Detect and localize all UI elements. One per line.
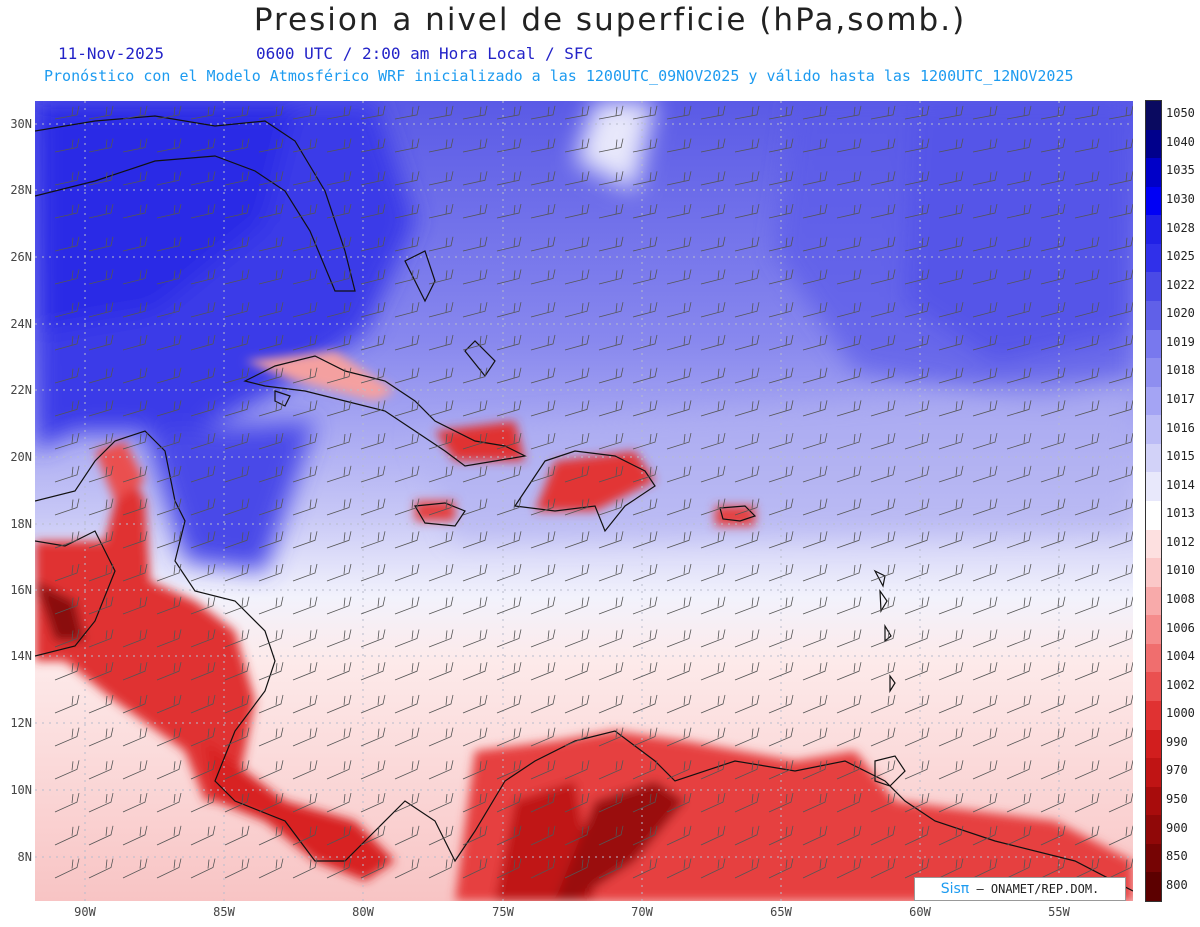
colorbar-swatch xyxy=(1146,701,1161,731)
credit-box: Sisπ – ONAMET/REP.DOM. xyxy=(914,877,1126,901)
colorbar-swatch xyxy=(1146,586,1161,616)
colorbar-level-label: 950 xyxy=(1166,792,1188,806)
colorbar-level-label: 1050 xyxy=(1166,106,1195,121)
lat-label-22n: 22N xyxy=(10,383,32,397)
colorbar-level-label: 1002 xyxy=(1166,677,1195,692)
lon-label-75w: 75W xyxy=(492,905,514,919)
lat-label-30n: 30N xyxy=(10,117,32,131)
colorbar-level-label: 1020 xyxy=(1166,306,1195,321)
colorbar-level-label: 1035 xyxy=(1166,163,1195,178)
colorbar-swatch xyxy=(1146,672,1161,702)
colorbar-level-label: 1025 xyxy=(1166,249,1195,264)
lon-label-85w: 85W xyxy=(213,905,235,919)
colorbar-swatch xyxy=(1146,186,1161,216)
date-label: 11-Nov-2025 xyxy=(58,44,164,63)
colorbar-level-label: 1008 xyxy=(1166,592,1195,606)
pressure-map xyxy=(35,101,1133,901)
graticule xyxy=(35,101,1133,901)
colorbar-level-label: 1000 xyxy=(1166,706,1195,721)
colorbar-level-label: 1013 xyxy=(1166,506,1195,521)
colorbar-level-label: 1017 xyxy=(1166,392,1195,406)
colorbar-swatch xyxy=(1146,443,1161,473)
valid-time-label: 0600 UTC / 2:00 am Hora Local / SFC xyxy=(256,44,594,63)
colorbar xyxy=(1145,100,1162,902)
colorbar-swatch xyxy=(1146,529,1161,559)
chart-title: Presion a nivel de superficie (hPa,somb.… xyxy=(253,2,967,38)
colorbar-swatch xyxy=(1146,472,1161,502)
lat-label-26n: 26N xyxy=(10,250,32,264)
lat-label-20n: 20N xyxy=(10,450,32,464)
lat-label-18n: 18N xyxy=(10,517,32,531)
colorbar-swatch xyxy=(1146,872,1161,902)
colorbar-swatch xyxy=(1146,786,1161,816)
colorbar-level-label: 1004 xyxy=(1166,649,1195,664)
colorbar-swatch xyxy=(1146,615,1161,645)
lon-label-80w: 80W xyxy=(352,905,374,919)
lat-label-28n: 28N xyxy=(10,183,32,197)
colorbar-level-label: 850 xyxy=(1166,849,1188,864)
lon-label-65w: 65W xyxy=(770,905,792,919)
colorbar-level-label: 1018 xyxy=(1166,363,1195,378)
colorbar-level-label: 1012 xyxy=(1166,534,1195,549)
colorbar-level-label: 1014 xyxy=(1166,477,1195,492)
lon-label-90w: 90W xyxy=(74,905,96,919)
lat-label-10n: 10N xyxy=(10,783,32,797)
colorbar-swatch xyxy=(1146,243,1161,273)
colorbar-swatch xyxy=(1146,215,1161,245)
lon-label-60w: 60W xyxy=(909,905,931,919)
colorbar-level-label: 1030 xyxy=(1166,192,1195,206)
colorbar-swatch xyxy=(1146,415,1161,445)
lon-label-55w: 55W xyxy=(1048,905,1070,919)
colorbar-swatch xyxy=(1146,815,1161,845)
credit-text: – ONAMET/REP.DOM. xyxy=(976,882,1100,896)
colorbar-level-label: 1022 xyxy=(1166,277,1195,292)
colorbar-level-label: 800 xyxy=(1166,877,1188,892)
lat-label-14n: 14N xyxy=(10,649,32,663)
colorbar-level-label: 970 xyxy=(1166,763,1188,778)
colorbar-level-label: 1015 xyxy=(1166,449,1195,464)
colorbar-level-label: 1016 xyxy=(1166,420,1195,435)
colorbar-swatch xyxy=(1146,558,1161,588)
lon-label-70w: 70W xyxy=(631,905,653,919)
colorbar-level-label: 1010 xyxy=(1166,563,1195,578)
map-canvas xyxy=(35,101,1133,901)
colorbar-swatch xyxy=(1146,358,1161,388)
colorbar-swatch xyxy=(1146,158,1161,188)
colorbar-level-label: 1040 xyxy=(1166,134,1195,149)
colorbar-swatch xyxy=(1146,386,1161,416)
colorbar-swatch xyxy=(1146,729,1161,759)
colorbar-swatch xyxy=(1146,843,1161,873)
lat-label-12n: 12N xyxy=(10,716,32,730)
colorbar-level-label: 900 xyxy=(1166,820,1188,835)
colorbar-swatch xyxy=(1146,301,1161,331)
colorbar-swatch xyxy=(1146,129,1161,159)
lat-label-8n: 8N xyxy=(17,850,32,864)
colorbar-level-label: 1028 xyxy=(1166,220,1195,235)
colorbar-swatch xyxy=(1146,272,1161,302)
colorbar-level-label: 1006 xyxy=(1166,620,1195,635)
lat-label-24n: 24N xyxy=(10,317,32,331)
colorbar-swatch xyxy=(1146,101,1161,131)
forecast-note: Pronóstico con el Modelo Atmosférico WRF… xyxy=(44,67,1074,85)
lat-label-16n: 16N xyxy=(10,583,32,597)
colorbar-swatch xyxy=(1146,643,1161,673)
colorbar-swatch xyxy=(1146,329,1161,359)
colorbar-level-label: 990 xyxy=(1166,734,1188,749)
sispi-logo: Sisπ xyxy=(940,881,970,897)
colorbar-swatch xyxy=(1146,501,1161,531)
colorbar-level-label: 1019 xyxy=(1166,334,1195,349)
colorbar-swatch xyxy=(1146,758,1161,788)
